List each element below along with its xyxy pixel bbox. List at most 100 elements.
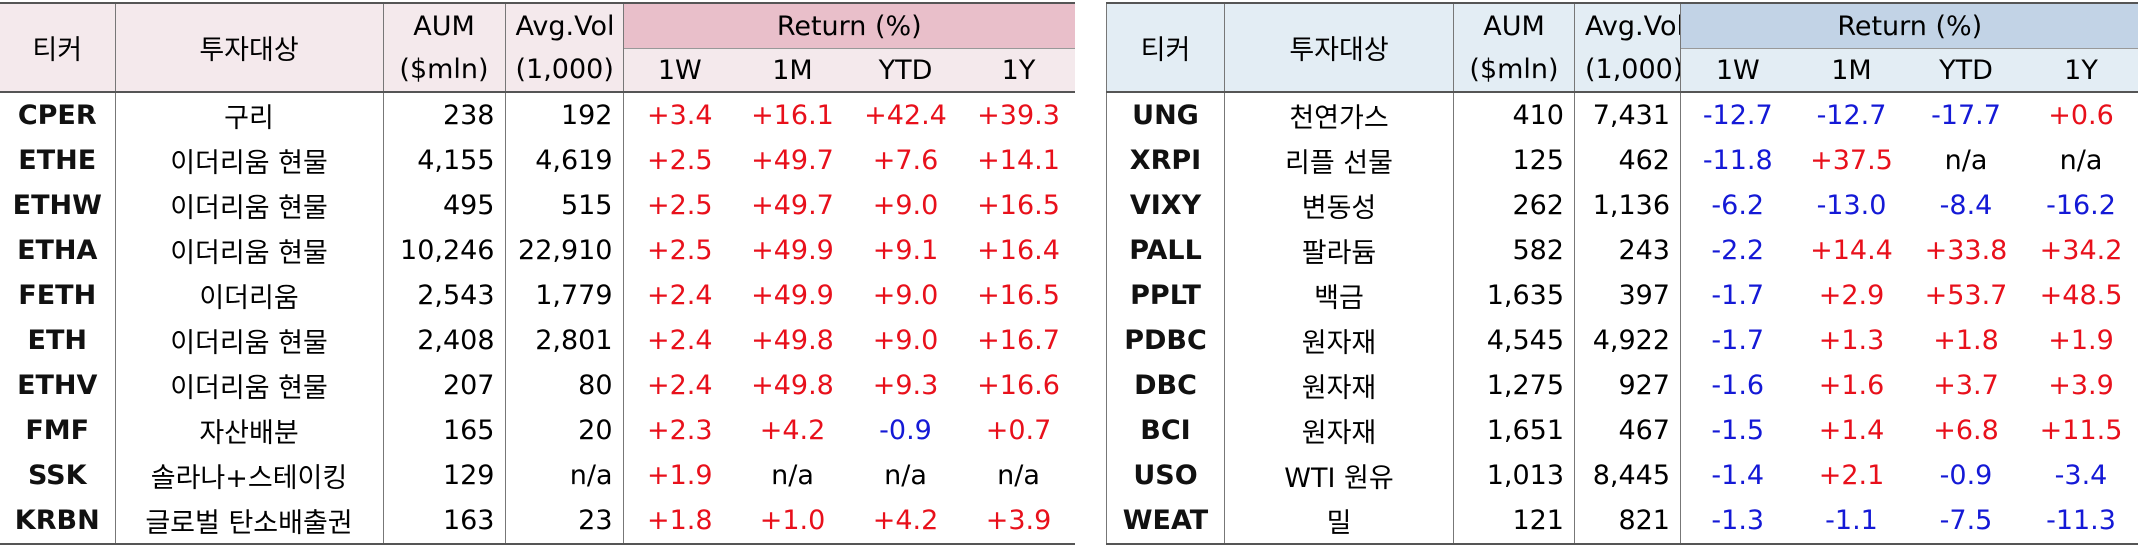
return-1m-cell: +1.6: [1795, 363, 1909, 408]
return-1m-cell: +37.5: [1795, 138, 1909, 183]
return-1y-cell: -3.4: [2024, 453, 2138, 498]
target-cell: 이더리움: [115, 273, 383, 318]
return-1y-cell: +16.4: [962, 228, 1075, 273]
return-1w-cell: -1.6: [1681, 363, 1795, 408]
header-target: 투자대상: [115, 3, 383, 92]
header-1m: 1M: [736, 49, 849, 93]
aum-cell: 163: [383, 498, 505, 544]
target-cell: 구리: [115, 92, 383, 138]
target-cell: 변동성: [1225, 183, 1454, 228]
header-return: Return (%): [1681, 3, 2138, 49]
return-1w-cell: -1.7: [1681, 318, 1795, 363]
return-1m-cell: +2.1: [1795, 453, 1909, 498]
aum-cell: 129: [383, 453, 505, 498]
avg-vol-cell: 192: [505, 92, 623, 138]
target-cell: 자산배분: [115, 408, 383, 453]
target-cell: 이더리움 현물: [115, 138, 383, 183]
header-ticker: 티커: [1107, 3, 1225, 92]
avg-vol-cell: 7,431: [1575, 92, 1681, 138]
header-ytd: YTD: [1909, 49, 2024, 93]
return-1w-cell: +2.4: [623, 318, 736, 363]
header-aum-unit: ($mln): [1454, 49, 1575, 93]
header-aum: AUM: [1454, 3, 1575, 49]
return-1w-cell: -1.4: [1681, 453, 1795, 498]
return-1m-cell: +4.2: [736, 408, 849, 453]
return-1m-cell: +49.7: [736, 183, 849, 228]
aum-cell: 262: [1454, 183, 1575, 228]
return-ytd-cell: +33.8: [1909, 228, 2024, 273]
aum-cell: 207: [383, 363, 505, 408]
target-cell: 원자재: [1225, 318, 1454, 363]
target-cell: 백금: [1225, 273, 1454, 318]
return-ytd-cell: +6.8: [1909, 408, 2024, 453]
return-1m-cell: +49.9: [736, 228, 849, 273]
ticker-cell: PPLT: [1107, 273, 1225, 318]
return-1w-cell: +3.4: [623, 92, 736, 138]
avg-vol-cell: 821: [1575, 498, 1681, 544]
header-1m: 1M: [1795, 49, 1909, 93]
return-ytd-cell: +42.4: [849, 92, 962, 138]
return-ytd-cell: n/a: [1909, 138, 2024, 183]
aum-cell: 2,543: [383, 273, 505, 318]
aum-cell: 1,013: [1454, 453, 1575, 498]
return-1y-cell: +16.5: [962, 183, 1075, 228]
return-1w-cell: +2.3: [623, 408, 736, 453]
avg-vol-cell: 80: [505, 363, 623, 408]
return-1y-cell: +11.5: [2024, 408, 2138, 453]
aum-cell: 2,408: [383, 318, 505, 363]
return-ytd-cell: -17.7: [1909, 92, 2024, 138]
header-return: Return (%): [623, 3, 1075, 49]
header-1y: 1Y: [962, 49, 1075, 93]
ticker-cell: BCI: [1107, 408, 1225, 453]
ticker-cell: ETHW: [0, 183, 115, 228]
avg-vol-cell: 467: [1575, 408, 1681, 453]
aum-cell: 582: [1454, 228, 1575, 273]
target-cell: 이더리움 현물: [115, 318, 383, 363]
return-ytd-cell: +4.2: [849, 498, 962, 544]
return-ytd-cell: -7.5: [1909, 498, 2024, 544]
return-1m-cell: +1.0: [736, 498, 849, 544]
return-1y-cell: +34.2: [2024, 228, 2138, 273]
aum-cell: 410: [1454, 92, 1575, 138]
avg-vol-cell: 1,779: [505, 273, 623, 318]
header-1w: 1W: [1681, 49, 1795, 93]
ticker-cell: ETHE: [0, 138, 115, 183]
header-avg-vol-unit: (1,000): [1575, 49, 1681, 93]
avg-vol-cell: 4,619: [505, 138, 623, 183]
return-ytd-cell: +3.7: [1909, 363, 2024, 408]
ticker-cell: KRBN: [0, 498, 115, 544]
return-ytd-cell: +9.0: [849, 273, 962, 318]
return-1y-cell: -11.3: [2024, 498, 2138, 544]
return-1y-cell: n/a: [962, 453, 1075, 498]
ticker-cell: XRPI: [1107, 138, 1225, 183]
avg-vol-cell: n/a: [505, 453, 623, 498]
return-1y-cell: +3.9: [2024, 363, 2138, 408]
header-aum-unit: ($mln): [383, 49, 505, 93]
return-1y-cell: +48.5: [2024, 273, 2138, 318]
target-cell: WTI 원유: [1225, 453, 1454, 498]
return-1w-cell: +2.5: [623, 183, 736, 228]
aum-cell: 10,246: [383, 228, 505, 273]
return-ytd-cell: -8.4: [1909, 183, 2024, 228]
ticker-cell: ETHA: [0, 228, 115, 273]
return-ytd-cell: +53.7: [1909, 273, 2024, 318]
right-etf-table: 티커 투자대상 AUM Avg.Vol Return (%) ($mln) (1…: [1106, 2, 2138, 545]
return-1m-cell: +49.9: [736, 273, 849, 318]
ticker-cell: DBC: [1107, 363, 1225, 408]
header-avg-vol: Avg.Vol: [1575, 3, 1681, 49]
return-1w-cell: -1.7: [1681, 273, 1795, 318]
header-1w: 1W: [623, 49, 736, 93]
return-1m-cell: -1.1: [1795, 498, 1909, 544]
return-ytd-cell: n/a: [849, 453, 962, 498]
return-ytd-cell: +9.0: [849, 318, 962, 363]
return-1w-cell: +1.8: [623, 498, 736, 544]
target-cell: 이더리움 현물: [115, 183, 383, 228]
avg-vol-cell: 2,801: [505, 318, 623, 363]
